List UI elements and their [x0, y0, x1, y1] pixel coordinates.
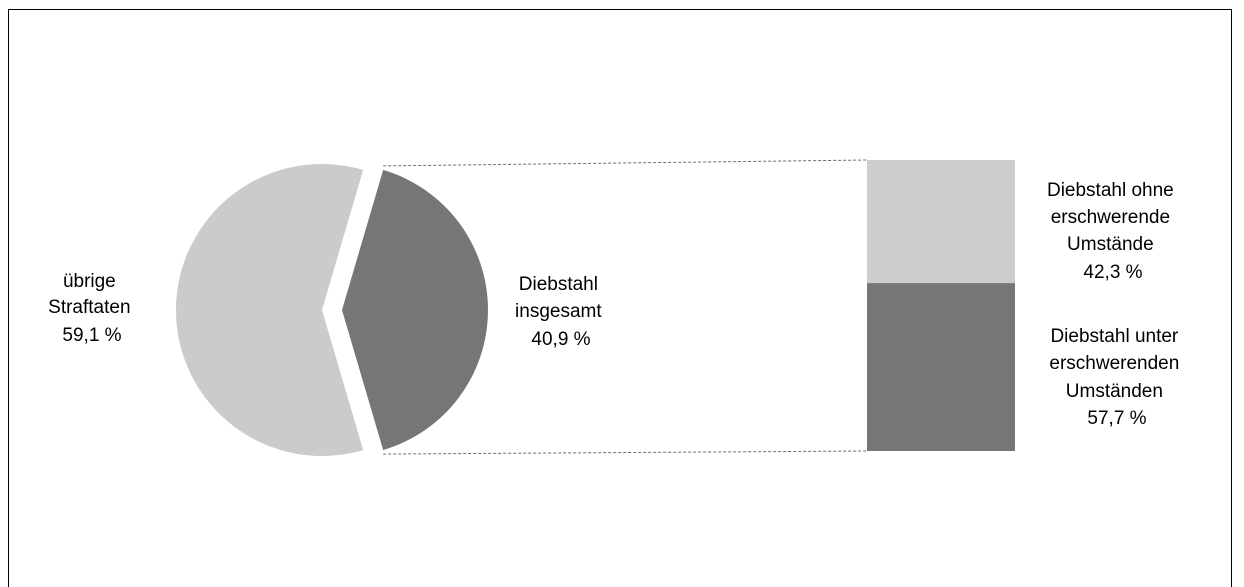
- pie-label-theft-total: Diebstahl insgesamt 40,9 %: [515, 274, 607, 350]
- pie: [175, 163, 488, 456]
- bar-label-with-aggravating: Diebstahl unter erschwerenden Umständen …: [1049, 326, 1184, 429]
- pie-slice-theft-total: [342, 169, 488, 451]
- connector-lines: [383, 159, 868, 455]
- chart-frame: [8, 9, 1232, 587]
- connector-line-top: [383, 159, 868, 167]
- stacked-bar: [867, 160, 1015, 451]
- pie-label-other: übrige Straftaten 59,1 %: [48, 271, 136, 346]
- pie-slice-other-offenses: [175, 163, 364, 456]
- connector-line-bottom: [383, 450, 868, 455]
- bar-segment-without-aggravating: [867, 160, 1015, 284]
- bar-label-without-aggravating: Diebstahl ohne erschwerende Umstände 42,…: [1047, 180, 1179, 283]
- bar-segment-with-aggravating: [867, 283, 1015, 451]
